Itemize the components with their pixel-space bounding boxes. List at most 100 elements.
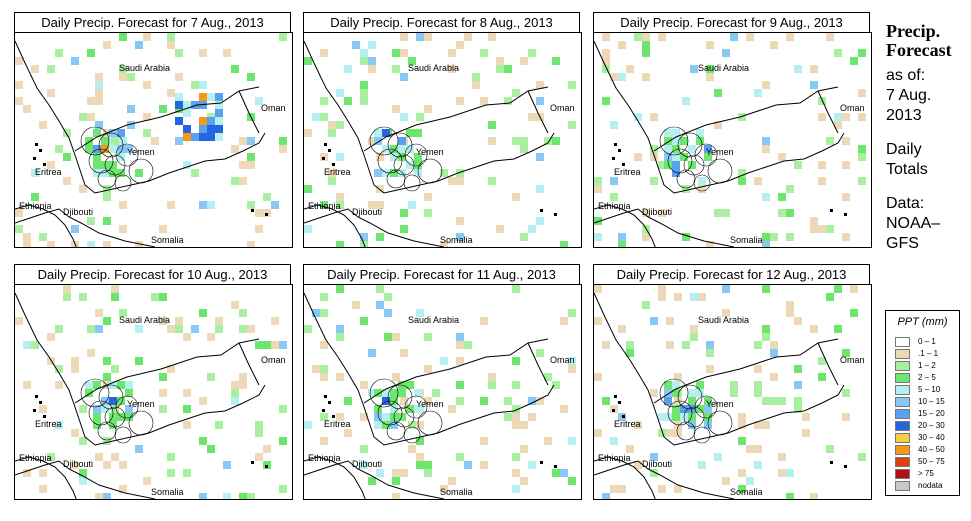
map-label-oman: Oman — [261, 103, 286, 113]
legend-item: 15 – 20 — [895, 409, 957, 420]
map-label-eritrea: Eritrea — [614, 167, 641, 177]
map-label-saudi: Saudi Arabia — [698, 63, 749, 73]
legend-label: 5 – 10 — [918, 385, 941, 394]
legend-item: nodata — [895, 481, 957, 492]
map-label-ethiopia: Ethiopia — [19, 201, 52, 211]
map-label-oman: Oman — [840, 103, 865, 113]
map-label-eritrea: Eritrea — [324, 167, 351, 177]
map-label-somalia: Somalia — [151, 487, 184, 497]
map-label-yemen: Yemen — [416, 399, 444, 409]
precip-map: Saudi Arabia Oman Yemen Eritrea Ethiopia Djib… — [303, 32, 582, 248]
coastlines — [304, 292, 555, 499]
legend-swatch — [895, 469, 910, 479]
map-label-eritrea: Eritrea — [35, 419, 62, 429]
precip-map: Saudi Arabia Oman Yemen Eritrea Ethiopia Djib… — [593, 32, 872, 248]
map-label-oman: Oman — [550, 103, 575, 113]
legend-swatch — [895, 457, 910, 467]
map-label-yemen: Yemen — [127, 147, 155, 157]
panel-title: Daily Precip. Forecast for 12 Aug., 2013 — [593, 264, 870, 284]
legend-label: 1 – 2 — [918, 361, 936, 370]
governorate-outlines — [369, 126, 443, 192]
map-label-ethiopia: Ethiopia — [598, 453, 631, 463]
panel-title: Daily Precip. Forecast for 7 Aug., 2013 — [14, 12, 291, 32]
daily-label: Daily — [886, 141, 922, 158]
precip-map: Saudi Arabia Oman Yemen Eritrea Ethiopia Djib… — [593, 284, 872, 500]
asof-year: 2013 — [886, 107, 922, 124]
map-label-somalia: Somalia — [151, 235, 184, 245]
legend-item: 0 – 1 — [895, 337, 957, 348]
legend-swatch — [895, 349, 910, 359]
precip-cells — [594, 33, 866, 247]
legend-label: 2 – 5 — [918, 373, 936, 382]
heading-forecast: Forecast — [886, 40, 952, 60]
coastlines — [15, 40, 266, 247]
map-label-ethiopia: Ethiopia — [308, 453, 341, 463]
forecast-panel-2: Daily Precip. Forecast for 8 Aug., 2013 … — [303, 12, 582, 248]
asof-date: 7 Aug. — [886, 87, 932, 104]
governorate-outlines — [80, 378, 154, 444]
legend-title: PPT (mm) — [897, 316, 948, 328]
precip-cells — [594, 285, 866, 499]
legend-swatch — [895, 445, 910, 455]
data-source-1: NOAA– — [886, 215, 941, 232]
islands — [322, 143, 557, 216]
map-label-ethiopia: Ethiopia — [19, 453, 52, 463]
map-label-yemen: Yemen — [706, 147, 734, 157]
map-label-ethiopia: Ethiopia — [598, 201, 631, 211]
asof-label: as of: — [886, 67, 926, 84]
governorate-outlines — [369, 378, 443, 444]
forecast-panel-5: Daily Precip. Forecast for 11 Aug., 2013… — [303, 264, 582, 500]
map-label-djibouti: Djibouti — [352, 459, 382, 469]
legend-label: 15 – 20 — [918, 409, 945, 418]
map-label-saudi: Saudi Arabia — [119, 315, 170, 325]
islands — [612, 143, 847, 216]
legend-item: 30 – 40 — [895, 433, 957, 444]
governorate-outlines — [80, 126, 154, 192]
map-label-eritrea: Eritrea — [324, 419, 351, 429]
map-label-eritrea: Eritrea — [614, 419, 641, 429]
legend-label: 30 – 40 — [918, 433, 945, 442]
totals-label: Totals — [886, 161, 928, 178]
forecast-panel-6: Daily Precip. Forecast for 12 Aug., 2013… — [593, 264, 872, 500]
panel-title: Daily Precip. Forecast for 11 Aug., 2013 — [303, 264, 580, 284]
side-info: Precip. Forecast as of: 7 Aug. 2013 Dail… — [886, 22, 966, 254]
map-label-ethiopia: Ethiopia — [308, 201, 341, 211]
map-label-oman: Oman — [261, 355, 286, 365]
precip-cells — [15, 285, 287, 499]
data-label: Data: — [886, 195, 925, 212]
islands — [33, 395, 268, 468]
map-label-djibouti: Djibouti — [642, 459, 672, 469]
precip-map: Saudi Arabia Oman Yemen Eritrea Ethiopia Djib… — [303, 284, 582, 500]
forecast-panel-4: Daily Precip. Forecast for 10 Aug., 2013… — [14, 264, 293, 500]
ppt-legend: PPT (mm) 0 – 1 .1 – 1 1 – 2 2 – 5 5 – 10 10 –… — [885, 310, 960, 496]
legend-label: 10 – 15 — [918, 397, 945, 406]
map-label-saudi: Saudi Arabia — [408, 63, 459, 73]
map-label-yemen: Yemen — [706, 399, 734, 409]
legend-item: 2 – 5 — [895, 373, 957, 384]
legend-swatch — [895, 409, 910, 419]
legend-label: 40 – 50 — [918, 445, 945, 454]
forecast-panel-3: Daily Precip. Forecast for 9 Aug., 2013 … — [593, 12, 872, 248]
coastlines — [594, 40, 845, 247]
legend-item: 50 – 75 — [895, 457, 957, 468]
map-label-djibouti: Djibouti — [63, 459, 93, 469]
map-label-saudi: Saudi Arabia — [408, 315, 459, 325]
governorate-outlines — [659, 126, 733, 192]
map-label-saudi: Saudi Arabia — [698, 315, 749, 325]
governorate-outlines — [659, 378, 733, 444]
legend-item: 40 – 50 — [895, 445, 957, 456]
data-source-2: GFS — [886, 235, 919, 252]
heading-precip: Precip. — [886, 21, 941, 41]
coastlines — [15, 292, 266, 499]
legend-label: nodata — [918, 481, 943, 490]
legend-item: 10 – 15 — [895, 397, 957, 408]
coastlines — [594, 292, 845, 499]
legend-swatch — [895, 361, 910, 371]
map-label-somalia: Somalia — [440, 235, 473, 245]
map-label-somalia: Somalia — [440, 487, 473, 497]
legend-swatch — [895, 337, 910, 347]
legend-item: 5 – 10 — [895, 385, 957, 396]
legend-swatch — [895, 385, 910, 395]
legend-label: 0 – 1 — [918, 337, 936, 346]
map-label-somalia: Somalia — [730, 487, 763, 497]
